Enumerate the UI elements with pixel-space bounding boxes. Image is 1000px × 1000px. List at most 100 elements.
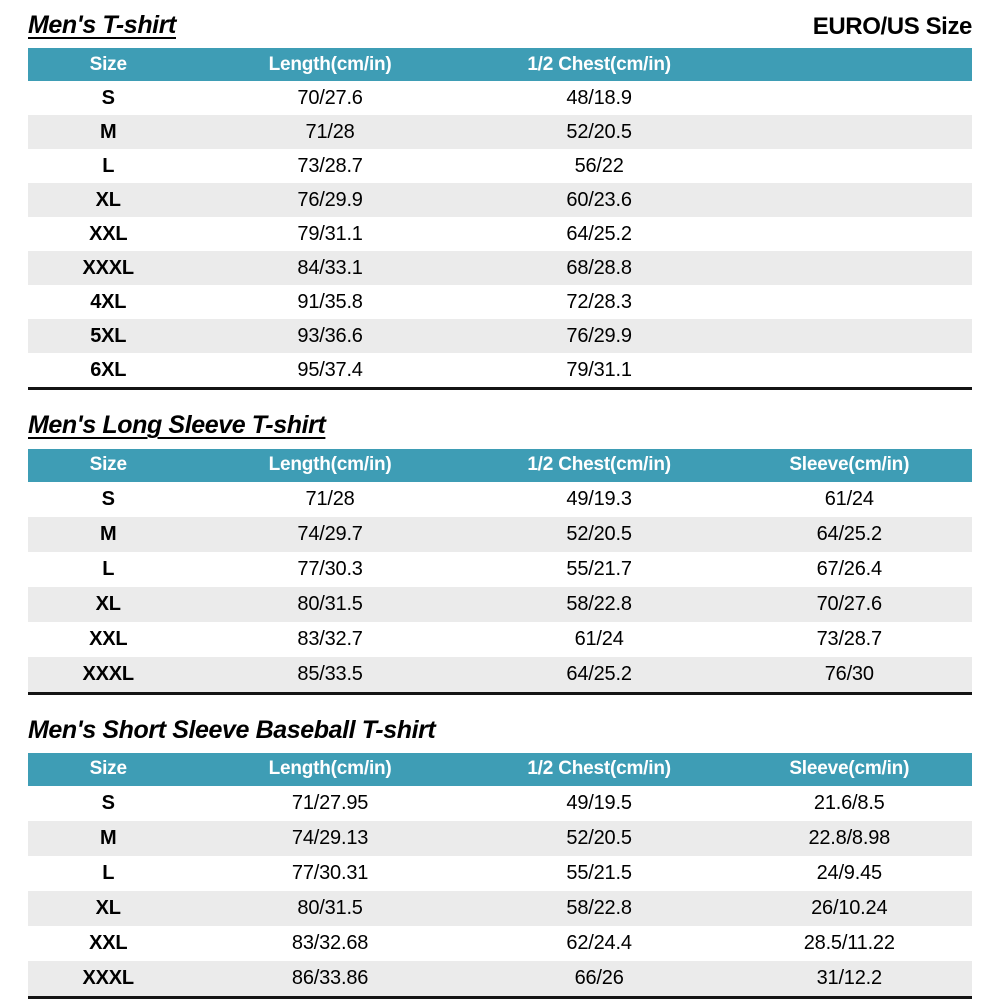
measurement-cell: 83/32.7 [297, 627, 363, 650]
table-row: XXL 83/32.68 62/24.4 28.5/11.22 [28, 925, 972, 961]
table-row: S 71/27.95 49/19.5 21.6/8.5 [28, 785, 972, 821]
measurement-cell: 91/35.8 [297, 290, 363, 313]
table-row: S 71/28 49/19.3 61/24 [28, 481, 972, 517]
size-cell: XL [95, 592, 121, 615]
table-title-long-sleeve-tshirt: Men's Long Sleeve T-shirt [28, 411, 326, 440]
column-header: Size [28, 448, 189, 482]
measurement-cell: 31/12.2 [816, 966, 883, 989]
section-long-sleeve: Men's Long Sleeve T-shirt Size Length(cm/… [28, 410, 972, 695]
table-row: M 74/29.13 52/20.5 22.8/8.98 [28, 820, 972, 856]
measurement-cell: 61/24 [824, 487, 874, 510]
column-header: 1/2 Chest(cm/in) [471, 752, 727, 786]
measurement-cell: 79/31.1 [566, 358, 632, 381]
measurement-cell [727, 217, 972, 251]
size-cell: XL [95, 188, 121, 211]
size-cell: L [102, 154, 115, 177]
size-cell: 5XL [90, 324, 127, 347]
size-cell: M [100, 826, 117, 849]
column-header: Size [28, 48, 189, 82]
size-cell: XXL [89, 931, 128, 954]
measurement-cell [727, 81, 972, 115]
column-header [726, 48, 972, 82]
table-row: M 74/29.7 52/20.5 64/25.2 [28, 516, 972, 552]
size-cell: XXL [89, 222, 128, 245]
table-title-baseball-tshirt: Men's Short Sleeve Baseball T-shirt [28, 715, 436, 744]
measurement-cell [727, 353, 972, 389]
measurement-cell [727, 183, 972, 217]
table-row: L 77/30.3 55/21.7 67/26.4 [28, 551, 972, 587]
measurement-cell: 64/25.2 [566, 662, 632, 685]
measurement-cell: 85/33.5 [297, 662, 363, 685]
measurement-cell: 60/23.6 [566, 188, 632, 211]
measurement-cell: 49/19.5 [566, 791, 632, 814]
table-header: Size Length(cm/in) 1/2 Chest(cm/in) Sleeve(… [28, 448, 972, 482]
measurement-cell: 70/27.6 [816, 592, 883, 615]
table-row: XXL 83/32.7 61/24 73/28.7 [28, 621, 972, 657]
measurement-cell: 72/28.3 [566, 290, 632, 313]
size-table-mens-tshirt: Size Length(cm/in) 1/2 Chest(cm/in) S 70/27… [28, 48, 972, 391]
size-cell: XL [95, 896, 121, 919]
column-header: Length(cm/in) [188, 752, 472, 786]
measurement-cell: 66/26 [574, 966, 624, 989]
measurement-cell [727, 251, 972, 285]
measurement-cell: 56/22 [574, 154, 624, 177]
table-row: XL 80/31.5 58/22.8 26/10.24 [28, 890, 972, 926]
column-header: Sleeve(cm/in) [726, 448, 972, 482]
measurement-cell: 52/20.5 [566, 826, 632, 849]
size-cell: XXL [89, 627, 128, 650]
measurement-cell: 80/31.5 [297, 592, 363, 615]
measurement-cell: 61/24 [574, 627, 624, 650]
table-row: 6XL 95/37.4 79/31.1 [28, 353, 972, 389]
measurement-cell: 77/30.3 [297, 557, 363, 580]
measurement-cell [727, 319, 972, 353]
size-standard-label: EURO/US Size [812, 13, 973, 41]
table-header: Size Length(cm/in) 1/2 Chest(cm/in) [28, 48, 972, 82]
measurement-cell: 49/19.3 [566, 487, 632, 510]
measurement-cell: 48/18.9 [566, 86, 632, 109]
size-cell: S [101, 86, 115, 109]
table-row: M 71/28 52/20.5 [28, 115, 972, 150]
size-cell: 6XL [90, 358, 127, 381]
measurement-cell: 62/24.4 [566, 931, 632, 954]
measurement-cell: 86/33.86 [291, 966, 369, 989]
size-cell: 4XL [90, 290, 127, 313]
measurement-cell: 55/21.5 [566, 861, 632, 884]
table-row: XXXL 84/33.1 68/28.8 [28, 251, 972, 286]
size-table-long-sleeve-tshirt: Size Length(cm/in) 1/2 Chest(cm/in) Sleeve(… [28, 448, 972, 695]
column-header: 1/2 Chest(cm/in) [471, 448, 727, 482]
measurement-cell: 70/27.6 [297, 86, 363, 109]
measurement-cell: 64/25.2 [816, 522, 883, 545]
measurement-cell: 76/29.9 [566, 324, 632, 347]
size-cell: S [101, 487, 115, 510]
measurement-cell: 55/21.7 [566, 557, 632, 580]
measurement-cell: 52/20.5 [566, 120, 632, 143]
size-cell: XXXL [82, 662, 135, 685]
measurement-cell: 58/22.8 [566, 896, 632, 919]
measurement-cell: 76/30 [824, 662, 874, 685]
measurement-cell: 22.8/8.98 [808, 826, 891, 849]
table-row: XXXL 85/33.5 64/25.2 76/30 [28, 656, 972, 693]
measurement-cell: 68/28.8 [566, 256, 632, 279]
size-cell: M [100, 120, 117, 143]
measurement-cell: 26/10.24 [811, 896, 888, 919]
measurement-cell [727, 115, 972, 149]
table-row: L 73/28.7 56/22 [28, 149, 972, 184]
size-table-baseball-tshirt: Size Length(cm/in) 1/2 Chest(cm/in) Sleeve(… [28, 752, 972, 999]
size-cell: XXXL [82, 256, 135, 279]
size-cell: M [100, 522, 117, 545]
table-header: Size Length(cm/in) 1/2 Chest(cm/in) Sleeve(… [28, 752, 972, 786]
measurement-cell: 71/28 [305, 487, 355, 510]
size-cell: S [101, 791, 115, 814]
table-row: S 70/27.6 48/18.9 [28, 81, 972, 116]
measurement-cell: 52/20.5 [566, 522, 632, 545]
measurement-cell: 95/37.4 [297, 358, 363, 381]
measurement-cell [727, 285, 972, 319]
measurement-cell: 76/29.9 [297, 188, 363, 211]
measurement-cell: 24/9.45 [816, 861, 883, 884]
measurement-cell: 58/22.8 [566, 592, 632, 615]
table-row: 4XL 91/35.8 72/28.3 [28, 285, 972, 320]
measurement-cell: 73/28.7 [816, 627, 883, 650]
measurement-cell: 77/30.31 [291, 861, 369, 884]
page-header: Men's T-shirt EURO/US Size [28, 10, 972, 41]
